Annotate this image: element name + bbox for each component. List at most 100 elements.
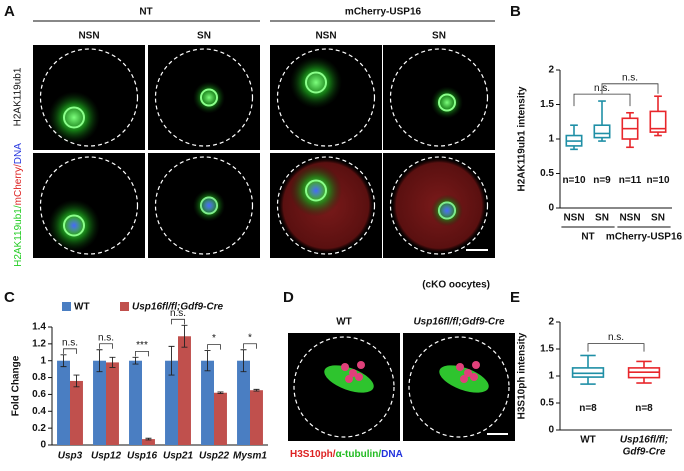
chromosome — [341, 363, 349, 371]
caption: H3S10ph/α-tubulin/DNA — [290, 449, 403, 460]
box — [593, 124, 611, 139]
oocyte-outline — [39, 156, 139, 255]
y-tick-label: 0.4 — [32, 406, 46, 417]
y-tick-label: 1 — [548, 371, 554, 382]
y-tick-label: 1.5 — [540, 344, 554, 355]
y-tick-label: 1 — [40, 355, 46, 366]
error-bar — [168, 345, 175, 376]
n-label: n=10 — [646, 175, 670, 186]
dna-signal — [438, 201, 456, 220]
dna-signal — [200, 196, 218, 215]
note: (cKO oocytes) — [422, 280, 490, 291]
bar — [214, 392, 227, 445]
chromatin-ring — [63, 106, 85, 129]
x-tick-label: Usp12 — [91, 451, 121, 462]
y-tick-label: 0.6 — [32, 389, 46, 400]
error-bar — [60, 354, 67, 368]
group-label: NT — [581, 232, 594, 243]
chromatin-signal — [290, 56, 342, 109]
bar — [237, 360, 250, 445]
caption: H2AK119ub1/mCherry/DNA — [13, 143, 24, 267]
significance-bracket — [99, 343, 113, 349]
column-label: WT — [336, 317, 352, 328]
x-tick-label: WT — [580, 435, 596, 446]
x-tick-label: NSN — [619, 213, 640, 224]
n-label: n=11 — [619, 175, 642, 186]
panel-letter: B — [510, 3, 521, 20]
box — [649, 110, 667, 133]
significance-bracket — [135, 350, 149, 357]
chromatin-ring — [305, 179, 327, 202]
caption-part: DNA — [381, 449, 403, 460]
chromatin-ring — [438, 93, 456, 112]
group-label: mCherry-USP16 — [345, 7, 422, 18]
error-bar — [96, 349, 103, 373]
panel-letter: A — [4, 3, 15, 20]
group-label: NT — [139, 7, 152, 18]
y-axis-label: H3S10ph intensity — [517, 332, 528, 419]
x-tick-label: Usp21 — [163, 451, 193, 462]
chromosome — [464, 369, 472, 377]
x-tick-label: NSN — [563, 213, 584, 224]
significance-bracket — [573, 93, 631, 107]
y-axis-label: H2AK119ub1 intensity — [517, 86, 528, 191]
chromatin-ring — [305, 71, 327, 94]
bar — [142, 439, 155, 445]
oocyte-outline — [389, 156, 489, 255]
significance-label: n.s. — [622, 72, 638, 83]
chromatin-signal — [431, 86, 463, 119]
chromosome — [345, 375, 353, 383]
caption-part: H3S10ph/ — [290, 449, 336, 460]
y-tick-label: 0.8 — [32, 372, 46, 383]
bar — [178, 336, 191, 445]
y-tick-label: 1 — [548, 134, 554, 145]
error-bar — [253, 388, 260, 392]
y-tick-label: 2 — [548, 65, 554, 76]
caption-part: DNA — [13, 143, 24, 164]
caption-part: mCherry/ — [13, 164, 24, 205]
y-tick-label: 0 — [548, 203, 554, 214]
dna-signal — [307, 181, 325, 200]
chromatin-signal — [48, 91, 100, 144]
n-label: n=10 — [562, 175, 586, 186]
x-tick-label: Mysm1 — [233, 451, 267, 462]
significance-label: n.s. — [62, 337, 78, 348]
column-label: Usp16fl/fl;Gdf9-Cre — [413, 317, 505, 328]
significance-bracket — [587, 343, 645, 352]
x-tick-label: Gdf9-Cre — [623, 447, 666, 458]
significance-bracket — [601, 83, 659, 94]
chromosome — [470, 373, 478, 381]
x-tick-label: Usp16 — [127, 451, 157, 462]
significance-label: n.s. — [608, 332, 624, 343]
y-tick-label: 2 — [548, 317, 554, 328]
oocyte-outline — [276, 156, 376, 255]
dna-signal — [65, 216, 83, 235]
error-bar — [204, 350, 211, 372]
chromosome — [355, 373, 363, 381]
oocyte-outline — [293, 336, 395, 438]
x-tick-label: Usp3 — [58, 451, 83, 462]
error-bar — [145, 437, 152, 441]
bar — [93, 360, 106, 445]
y-tick-label: 0 — [548, 425, 554, 436]
significance-label: n.s. — [98, 332, 114, 343]
panel-letter: C — [4, 289, 15, 306]
bar — [106, 362, 119, 445]
significance-label: *** — [136, 340, 148, 351]
oocyte-outline — [154, 48, 254, 147]
legend-label: Usp16fl/fl;Gdf9-Cre — [132, 302, 224, 313]
legend-swatch — [120, 302, 129, 311]
legend-swatch — [62, 302, 71, 311]
column-label: SN — [197, 31, 211, 42]
y-tick-label: 0.5 — [540, 168, 554, 179]
x-tick-label: Usp16fl/fl; — [620, 435, 668, 446]
error-bar — [181, 324, 188, 348]
chromatin-ring — [200, 88, 218, 107]
chromosome — [460, 375, 468, 383]
error-bar — [132, 356, 139, 365]
significance-bracket — [243, 343, 257, 349]
error-bar — [240, 349, 247, 373]
chromosome — [472, 361, 480, 369]
x-tick-label: Usp22 — [199, 451, 229, 462]
